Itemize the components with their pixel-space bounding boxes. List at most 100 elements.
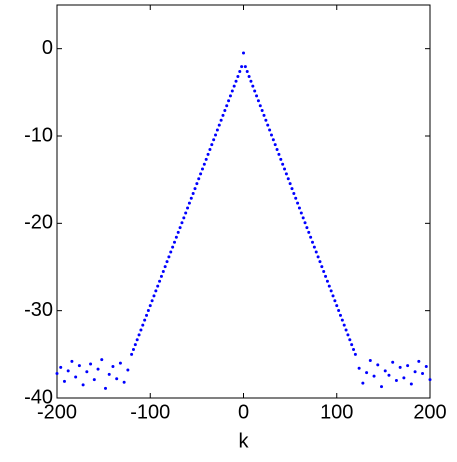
- y-tick-label: -10: [24, 124, 53, 146]
- point: [133, 343, 137, 347]
- point: [299, 211, 303, 215]
- point: [245, 70, 249, 74]
- point: [126, 368, 130, 372]
- point: [284, 172, 288, 176]
- point: [169, 250, 173, 254]
- point: [409, 382, 413, 386]
- point: [85, 370, 89, 374]
- point: [165, 260, 169, 264]
- point: [383, 369, 387, 373]
- point: [176, 230, 180, 234]
- point: [380, 385, 384, 389]
- point: [96, 367, 100, 371]
- point: [122, 380, 126, 384]
- point: [421, 372, 425, 376]
- point: [290, 187, 294, 191]
- point: [277, 152, 281, 156]
- point: [424, 365, 428, 369]
- point: [309, 235, 313, 239]
- point: [130, 352, 134, 356]
- y-tick-label: -20: [24, 212, 53, 234]
- point: [327, 284, 331, 288]
- point: [161, 269, 165, 273]
- point: [230, 89, 234, 93]
- point: [283, 167, 287, 171]
- point: [294, 196, 298, 200]
- point: [174, 235, 178, 239]
- point: [253, 89, 257, 93]
- point: [286, 177, 290, 181]
- y-tick-label: -30: [24, 299, 53, 321]
- point: [154, 289, 158, 293]
- point: [236, 74, 240, 78]
- x-tick-label: 100: [320, 401, 353, 423]
- point: [338, 313, 342, 317]
- point: [187, 201, 191, 205]
- point: [74, 375, 78, 379]
- point: [260, 108, 264, 112]
- point: [62, 379, 66, 383]
- point: [115, 377, 119, 381]
- point: [189, 196, 193, 200]
- point: [335, 304, 339, 308]
- point: [353, 352, 357, 356]
- point: [372, 374, 376, 378]
- point: [171, 245, 175, 249]
- point: [269, 133, 273, 137]
- point: [238, 70, 242, 74]
- point: [251, 84, 255, 88]
- point: [150, 299, 154, 303]
- point: [316, 255, 320, 259]
- point: [337, 308, 341, 312]
- point: [296, 201, 300, 205]
- point: [357, 366, 361, 370]
- point: [273, 143, 277, 147]
- point: [195, 182, 199, 186]
- point: [159, 274, 163, 278]
- point: [346, 333, 350, 337]
- point: [350, 343, 354, 347]
- point: [158, 279, 162, 283]
- point: [318, 260, 322, 264]
- point: [156, 284, 160, 288]
- point: [81, 383, 85, 387]
- point: [100, 358, 104, 362]
- point: [70, 359, 74, 363]
- point: [139, 328, 143, 332]
- point: [249, 79, 253, 83]
- point: [184, 211, 188, 215]
- point: [243, 65, 247, 69]
- point: [191, 191, 195, 195]
- point: [217, 123, 221, 127]
- point: [314, 250, 318, 254]
- point: [208, 148, 212, 152]
- point: [234, 79, 238, 83]
- point: [268, 128, 272, 132]
- point: [271, 138, 275, 142]
- x-axis-label: k: [239, 430, 250, 452]
- x-tick-label: 200: [413, 401, 446, 423]
- point: [182, 216, 186, 220]
- point: [240, 65, 244, 69]
- point: [55, 372, 59, 376]
- point: [322, 269, 326, 273]
- point: [152, 294, 156, 298]
- point: [292, 191, 296, 195]
- point: [200, 167, 204, 171]
- point: [193, 187, 197, 191]
- point: [394, 379, 398, 383]
- point: [215, 128, 219, 132]
- point: [232, 84, 236, 88]
- point: [172, 240, 176, 244]
- point: [163, 265, 167, 269]
- point: [227, 99, 231, 103]
- point: [228, 94, 232, 98]
- point: [348, 338, 352, 342]
- point: [242, 51, 245, 55]
- point: [406, 364, 410, 368]
- point: [66, 369, 70, 373]
- point: [137, 333, 141, 337]
- point: [59, 365, 63, 369]
